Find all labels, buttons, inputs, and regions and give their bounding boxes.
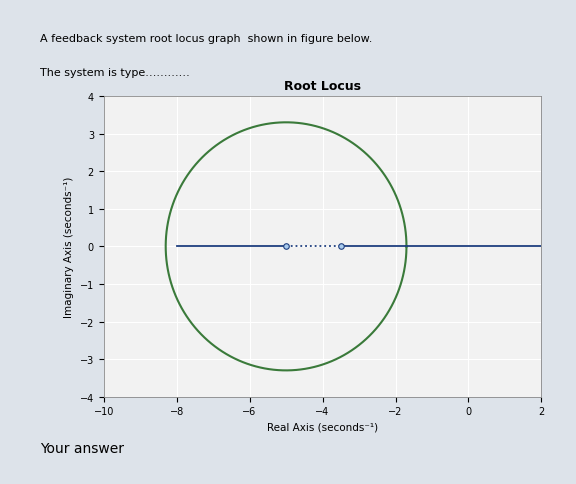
Text: The system is type…………: The system is type…………	[40, 68, 190, 78]
X-axis label: Real Axis (seconds⁻¹): Real Axis (seconds⁻¹)	[267, 422, 378, 432]
Title: Root Locus: Root Locus	[284, 80, 361, 93]
Text: A feedback system root locus graph  shown in figure below.: A feedback system root locus graph shown…	[40, 34, 373, 44]
Text: Your answer: Your answer	[40, 441, 124, 455]
Y-axis label: Imaginary Axis (seconds⁻¹): Imaginary Axis (seconds⁻¹)	[64, 176, 74, 318]
